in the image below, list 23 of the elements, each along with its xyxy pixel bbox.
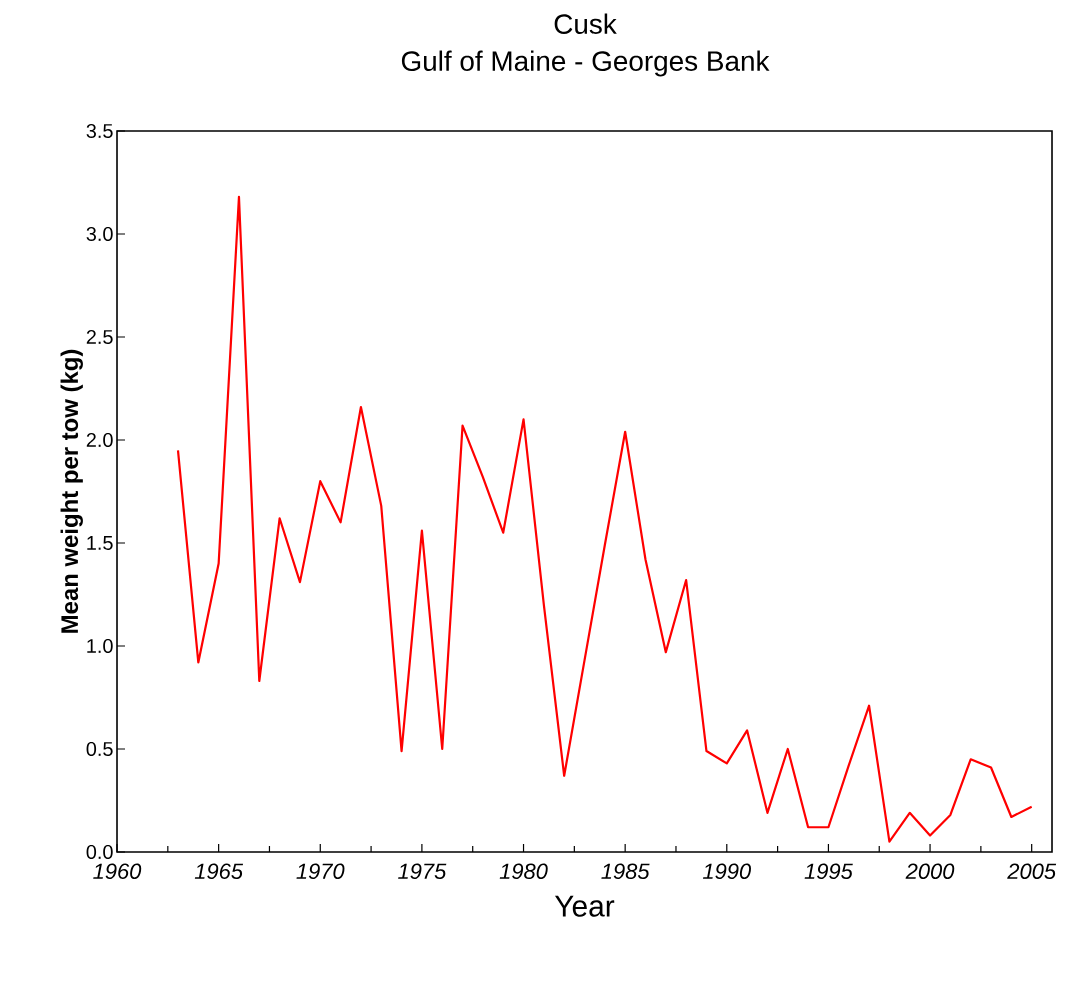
x-tick-label: 1975 [398,863,447,880]
chart-title: Cusk [554,13,617,34]
y-tick-label: 0.0 [86,844,113,860]
x-tick-label: 1965 [194,863,244,880]
y-tick-label: 1.5 [87,536,113,550]
x-tick-label: 1980 [499,863,548,880]
y-axis-title: Mean weight per tow (kg) [60,349,83,633]
chart-subtitle: Gulf of Maine - Georges Bank [401,50,770,77]
y-tick-label: 3.5 [86,123,113,139]
x-tick-label: 1970 [296,863,345,880]
y-tick-label: 3.0 [86,226,113,242]
x-tick-label: 2005 [1007,863,1057,880]
line-series [176,195,1033,843]
x-tick-label: 1995 [804,863,853,880]
x-tick-label: 1960 [93,863,142,880]
x-tick-label: 1985 [601,863,650,880]
y-tick-label: 0.5 [86,741,113,757]
x-tick-label: 1990 [702,863,751,880]
y-tick-label: 2.0 [86,432,113,448]
x-axis-title: Year [554,895,615,917]
y-tick-label: 1.0 [87,638,113,654]
x-tick-label: 2000 [905,863,955,880]
y-tick-label: 2.5 [86,329,113,345]
